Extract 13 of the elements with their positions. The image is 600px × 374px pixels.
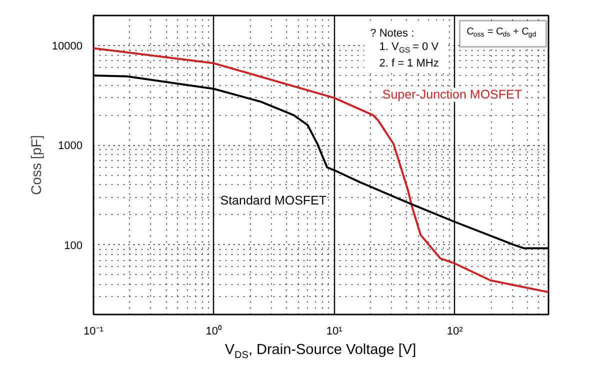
annotation: 2. f = 1 MHz	[379, 57, 439, 70]
x-axis-title: V$_{DS}$, Drain-Source Voltage [V]	[224, 341, 416, 363]
annotation: ? Notes :	[370, 27, 414, 40]
x-tick-label: 10⁰	[206, 324, 222, 338]
y-tick-label: 1000	[58, 140, 83, 152]
y-tick-label: 10000	[52, 40, 83, 53]
series-label: Standard MOSFET	[220, 193, 327, 208]
y-tick-label: 100	[64, 240, 83, 252]
y-axis-title: Coss [pF]	[28, 135, 44, 195]
series-label: Super-Junction MOSFET	[382, 88, 522, 102]
x-tick-label: 10¹	[326, 326, 343, 338]
x-tick-label: 10²	[446, 326, 464, 338]
x-tick-label: 10⁻¹	[84, 326, 104, 338]
